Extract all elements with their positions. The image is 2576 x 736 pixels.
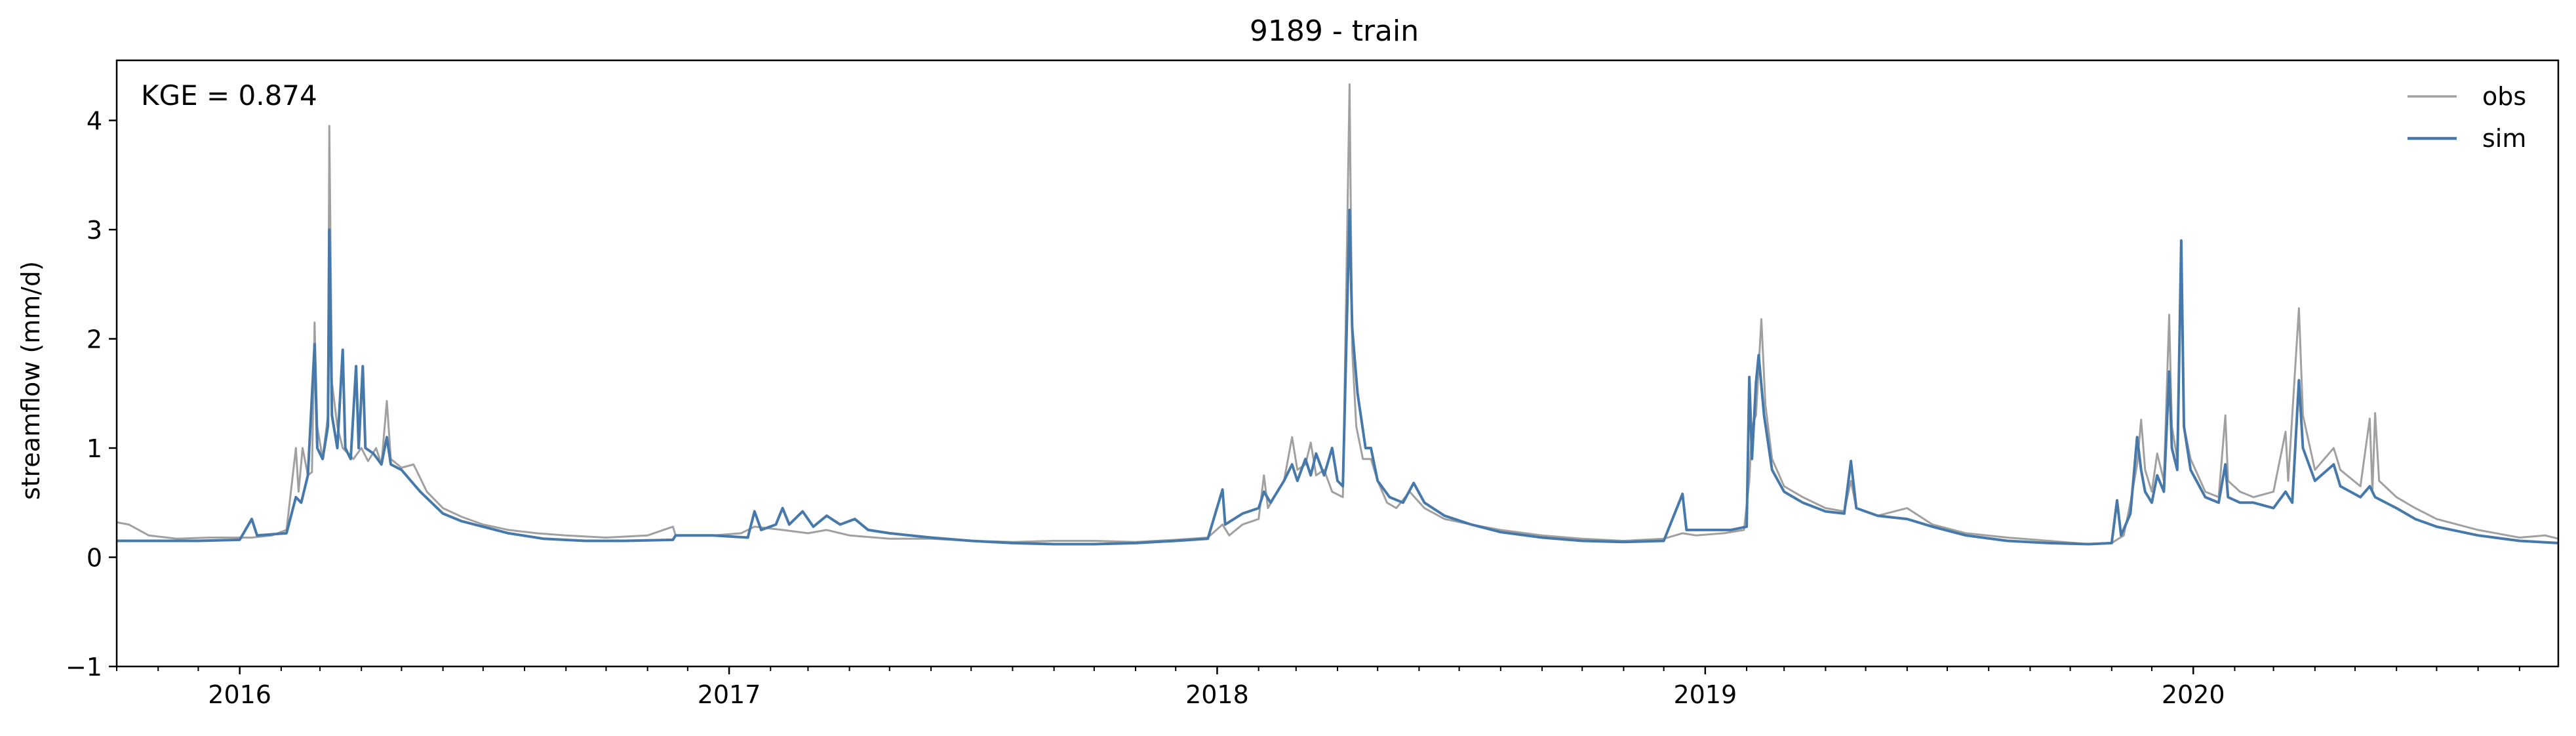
kge-annotation: KGE = 0.874 — [141, 79, 317, 112]
series-line-obs — [117, 83, 2558, 545]
y-tick-label: 0 — [87, 544, 102, 573]
plot-frame — [115, 59, 2560, 668]
y-axis-label: streamflow (mm/d) — [16, 261, 45, 500]
y-tick-label: −1 — [66, 653, 102, 682]
x-tick-label: 2019 — [1673, 680, 1737, 709]
y-tick-label: 1 — [87, 434, 102, 463]
x-axis: 2016 2017 2018 2019 2020 — [116, 666, 2520, 709]
legend-label-sim: sim — [2482, 124, 2526, 153]
x-tick-label: 2016 — [208, 680, 271, 709]
x-tick-label: 2018 — [1185, 680, 1249, 709]
legend: obs sim — [2408, 82, 2526, 153]
plot-series — [117, 83, 2558, 546]
x-tick-label: 2017 — [698, 680, 761, 709]
y-tick-label: 4 — [87, 107, 102, 136]
chart-title: 9189 - train — [1250, 14, 1419, 48]
legend-label-obs: obs — [2482, 82, 2526, 111]
y-tick-label: 2 — [87, 325, 102, 354]
y-axis: −1 0 1 2 3 4 — [66, 107, 117, 682]
x-tick-label: 2020 — [2162, 680, 2225, 709]
series-line-sim — [117, 209, 2558, 546]
y-tick-label: 3 — [87, 216, 102, 245]
